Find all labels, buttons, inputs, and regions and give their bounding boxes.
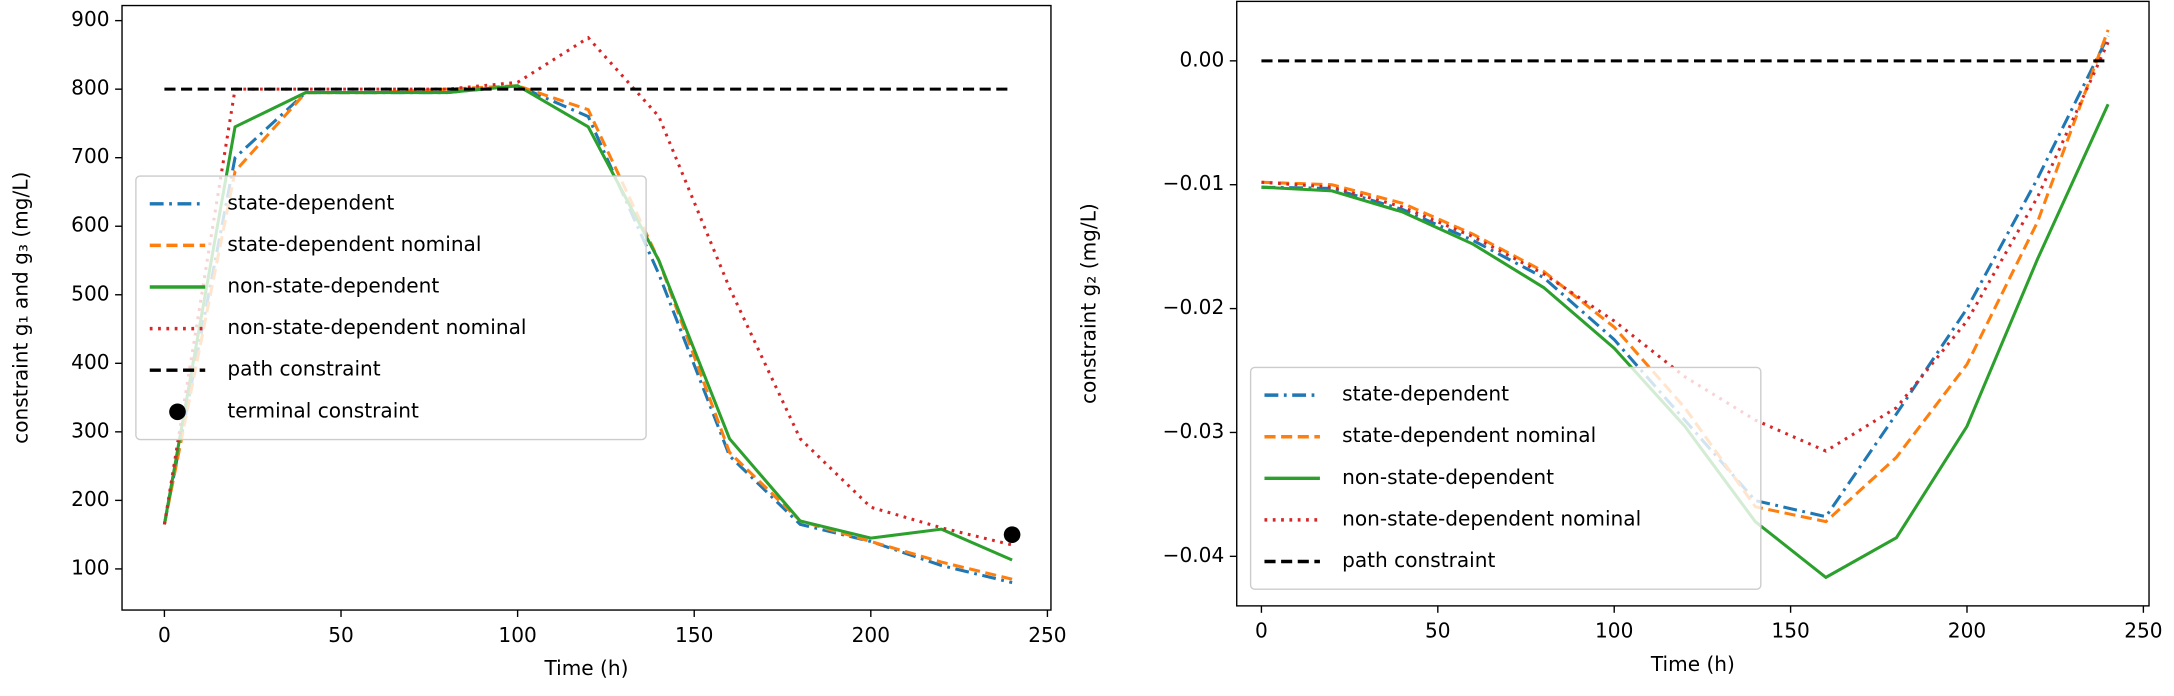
legend-box: [135, 175, 647, 441]
series-line: [1261, 29, 2110, 524]
legend-label: terminal constraint: [227, 398, 419, 422]
y-tick-label: 700: [71, 144, 109, 168]
plot-frame: [1236, 0, 2150, 607]
series-line: [162, 35, 1013, 547]
y-tick-label: 200: [71, 487, 109, 511]
y-tick-label: 600: [71, 213, 109, 237]
legend-label: state-dependent: [1342, 382, 1509, 406]
x-tick-label: 200: [1948, 619, 1986, 643]
series-line: [162, 84, 1013, 562]
x-tick-label: 150: [675, 623, 713, 647]
x-tick-label: 50: [328, 623, 354, 647]
y-tick-label: 800: [71, 76, 109, 100]
y-tick-label: −0.02: [1163, 295, 1225, 319]
legend-label: non-state-dependent: [227, 273, 439, 297]
y-tick-label: −0.01: [1163, 171, 1225, 195]
legend: state-dependent state-dependent nominal no…: [1249, 366, 1762, 590]
marker: [1003, 526, 1021, 543]
x-axis-label: Time (h): [1650, 652, 1735, 676]
x-axis-label: Time (h): [543, 656, 628, 680]
legend-swatch: [169, 403, 186, 421]
plot-frame: [121, 4, 1052, 611]
y-tick-label: 100: [71, 555, 109, 579]
y-tick-label: −0.03: [1163, 419, 1225, 443]
legend-label: non-state-dependent nominal: [1342, 506, 1641, 530]
legend-label: state-dependent nominal: [1342, 423, 1596, 447]
legend: state-dependent state-dependent nominal no…: [135, 175, 647, 441]
legend-label: state-dependent nominal: [227, 232, 481, 256]
y-tick-label: 300: [71, 418, 109, 442]
y-tick-label: 500: [71, 281, 109, 305]
legend-label: state-dependent: [227, 190, 394, 214]
x-tick-label: 0: [1255, 619, 1268, 643]
x-tick-label: 50: [1425, 619, 1451, 643]
x-tick-label: 150: [1771, 619, 1809, 643]
x-tick-label: 200: [852, 623, 890, 647]
x-tick-label: 100: [498, 623, 536, 647]
legend-label: non-state-dependent: [1342, 465, 1554, 489]
legend-label: non-state-dependent nominal: [227, 315, 526, 339]
y-axis-label: constraint g₁ and g₃ (mg/L): [9, 172, 33, 444]
series-line: [162, 84, 1013, 585]
legend-label: path constraint: [227, 357, 380, 381]
y-tick-label: 900: [71, 7, 109, 31]
x-tick-label: 250: [2124, 619, 2162, 643]
legend-label: path constraint: [1342, 548, 1495, 572]
x-tick-label: 0: [158, 623, 171, 647]
series-line: [162, 84, 1013, 581]
y-tick-label: 400: [71, 350, 109, 374]
y-tick-label: 0.00: [1180, 47, 1225, 71]
y-tick-label: −0.04: [1163, 543, 1225, 567]
legend-box: [1249, 366, 1762, 590]
x-tick-label: 100: [1595, 619, 1633, 643]
y-axis-label: constraint g₂ (mg/L): [1076, 203, 1100, 404]
x-tick-label: 250: [1028, 623, 1066, 647]
